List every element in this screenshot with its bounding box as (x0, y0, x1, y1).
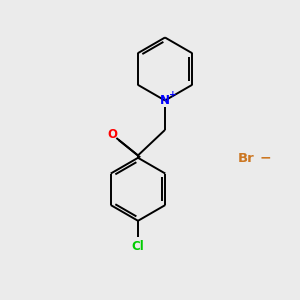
Text: Br: Br (238, 152, 254, 166)
Text: N: N (160, 94, 170, 107)
Text: +: + (169, 90, 176, 99)
Text: −: − (260, 151, 271, 164)
Text: Cl: Cl (132, 240, 144, 253)
Text: O: O (107, 128, 117, 141)
